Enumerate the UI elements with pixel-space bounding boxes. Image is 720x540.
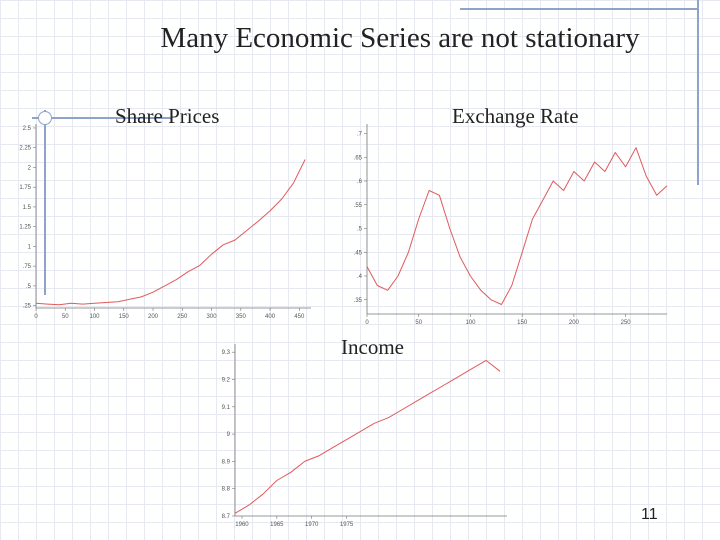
exchange-rate-y-tick-label: .55 bbox=[354, 203, 363, 209]
income-y-tick-label: 9 bbox=[227, 432, 231, 438]
income-y-tick-label: 9.3 bbox=[222, 350, 231, 356]
decorative-left-vertical-rule bbox=[44, 110, 46, 295]
share-prices-x-tick-label: 0 bbox=[34, 314, 38, 320]
share-prices-x-tick-label: 300 bbox=[207, 314, 218, 320]
income-label: Income bbox=[341, 335, 404, 359]
exchange-rate-x-tick-label: 250 bbox=[621, 320, 632, 326]
decorative-horizontal-rule bbox=[460, 8, 697, 10]
exchange-rate-y-tick-label: .35 bbox=[354, 298, 363, 304]
share-prices-x-tick-label: 350 bbox=[236, 314, 247, 320]
income-y-tick-label: 8.7 bbox=[222, 514, 231, 520]
share-prices-y-tick-label: 1 bbox=[28, 244, 32, 250]
income-x-tick-label: 1970 bbox=[305, 522, 319, 528]
share-prices-y-tick-label: 1.25 bbox=[19, 225, 31, 231]
exchange-rate-y-tick-label: .6 bbox=[357, 179, 363, 185]
income-y-tick-label: 8.9 bbox=[222, 459, 231, 465]
share-prices-label: Share Prices bbox=[115, 104, 220, 128]
exchange-rate-chart: 0 50 100 150 200 250 .35 .4 .45 .5 .55 .6 .65 .7 bbox=[354, 124, 668, 326]
exchange-rate-x-tick-label: 150 bbox=[517, 320, 528, 326]
income-series-line bbox=[234, 359, 501, 514]
exchange-rate-x-tick-label: 100 bbox=[465, 320, 476, 326]
exchange-rate-x-tick-label: 200 bbox=[569, 320, 580, 326]
exchange-rate-y-tick-label: .4 bbox=[357, 274, 363, 280]
exchange-rate-label: Exchange Rate bbox=[452, 104, 579, 128]
income-x-tick-label: 1960 bbox=[235, 522, 249, 528]
share-prices-y-tick-label: 2.25 bbox=[19, 146, 31, 152]
income-y-tick-label: 9.1 bbox=[222, 405, 231, 411]
income-x-tick-label: 1965 bbox=[270, 522, 284, 528]
exchange-rate-y-tick-label: .7 bbox=[357, 132, 363, 138]
share-prices-x-tick-label: 250 bbox=[177, 314, 188, 320]
income-x-tick-label: 1975 bbox=[340, 522, 354, 528]
decorative-left-horizontal-rule bbox=[32, 117, 172, 119]
exchange-rate-y-tick-label: .5 bbox=[357, 227, 363, 233]
share-prices-x-tick-label: 100 bbox=[90, 314, 101, 320]
share-prices-x-tick-label: 200 bbox=[148, 314, 159, 320]
decorative-circle bbox=[38, 111, 52, 125]
share-prices-y-tick-label: .75 bbox=[23, 264, 32, 270]
income-y-tick-label: 9.2 bbox=[222, 377, 231, 383]
share-prices-x-tick-label: 150 bbox=[119, 314, 130, 320]
share-prices-x-tick-label: 450 bbox=[294, 314, 305, 320]
share-prices-y-tick-label: 2.5 bbox=[23, 126, 32, 132]
income-chart: 1960 1965 1970 1975 8.7 8.8 8.9 9 9.1 9.2 9.3 bbox=[222, 344, 507, 528]
page-number: 11 bbox=[641, 506, 658, 523]
share-prices-series-line bbox=[35, 159, 306, 306]
share-prices-y-tick-label: 2 bbox=[28, 165, 32, 171]
share-prices-x-tick-label: 50 bbox=[62, 314, 69, 320]
exchange-rate-x-tick-label: 0 bbox=[365, 320, 369, 326]
exchange-rate-y-tick-label: .65 bbox=[354, 155, 363, 161]
exchange-rate-y-tick-label: .45 bbox=[354, 250, 363, 256]
share-prices-y-tick-label: .5 bbox=[26, 284, 32, 290]
share-prices-y-tick-label: .25 bbox=[23, 304, 32, 310]
exchange-rate-series-line bbox=[366, 147, 668, 305]
share-prices-x-tick-label: 400 bbox=[265, 314, 276, 320]
income-y-tick-label: 8.8 bbox=[222, 487, 231, 493]
exchange-rate-x-tick-label: 50 bbox=[415, 320, 422, 326]
decorative-vertical-rule bbox=[697, 0, 699, 185]
share-prices-chart: 0 50 100 150 200 250 300 350 400 450 .25 .5 .75 1 1.25… bbox=[19, 124, 311, 320]
slide-title: Many Economic Series are not stationary bbox=[160, 22, 640, 54]
share-prices-y-tick-label: 1.5 bbox=[23, 205, 32, 211]
share-prices-y-tick-label: 1.75 bbox=[19, 185, 31, 191]
